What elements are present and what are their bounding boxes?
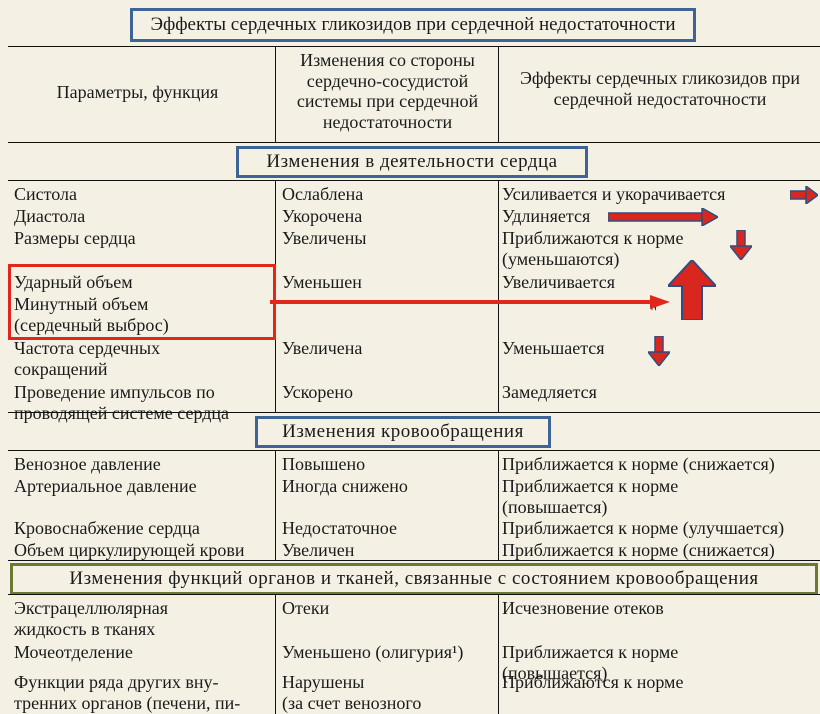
row7-param: Проведение импульсов по проводящей систе… xyxy=(14,382,272,423)
row6-param: Частота сердечных сокращений xyxy=(14,338,272,379)
vline-s2-1 xyxy=(275,450,276,560)
section1-title: Изменения в деятельности сердца xyxy=(266,151,557,172)
rule-sec1-bottom xyxy=(8,412,820,413)
rule-sec2-top xyxy=(8,450,820,451)
row6-effect: Уменьшается xyxy=(502,338,812,359)
row12-param: Экстрацеллюлярная жидкость в тканях xyxy=(14,598,272,639)
row6-mid: Увеличена xyxy=(282,338,492,359)
row4-effect: Увеличивается xyxy=(502,272,812,293)
header-col2: Изменения со стороны сердечно-сосудистой… xyxy=(275,50,500,133)
row8-effect: Приближается к норме (снижается) xyxy=(502,454,812,475)
row2-param: Диастола xyxy=(14,206,272,227)
rule-under-headers xyxy=(8,142,820,143)
section2-title: Изменения кровообращения xyxy=(282,421,524,442)
section2-title-box: Изменения кровообращения xyxy=(255,416,551,448)
row14-param: Функции ряда других вну- тренних органов… xyxy=(14,672,272,714)
highlight-box-red xyxy=(8,264,276,340)
row7-effect: Замедляется xyxy=(502,382,812,403)
row13-mid: Уменьшено (олигурия¹) xyxy=(282,642,492,663)
section1-title-box: Изменения в деятельности сердца xyxy=(236,146,588,178)
rule-sec2-bottom xyxy=(8,560,820,561)
row10-effect: Приближается к норме (улучшается) xyxy=(502,518,812,539)
row11-param: Объем циркулирующей крови xyxy=(14,540,272,561)
row14-effect: Приближаются к норме xyxy=(502,672,812,693)
page-title: Эффекты сердечных гликозидов при сердечн… xyxy=(150,14,675,35)
row9-effect: Приближается к норме (повышается) xyxy=(502,476,812,517)
header-col3: Эффекты сердечных гликозидов при сердечн… xyxy=(500,68,820,109)
row1-param: Систола xyxy=(14,184,272,205)
row10-param: Кровоснабжение сердца xyxy=(14,518,272,539)
section3-title: Изменения функций органов и тканей, связ… xyxy=(69,568,758,589)
row13-param: Мочеотделение xyxy=(14,642,272,663)
rule-top xyxy=(8,46,820,47)
row1-mid: Ослаблена xyxy=(282,184,492,205)
page-title-box: Эффекты сердечных гликозидов при сердечн… xyxy=(130,8,696,42)
vline-header-2 xyxy=(498,46,499,142)
section3-title-box: Изменения функций органов и тканей, связ… xyxy=(10,563,818,595)
row5-effect: " xyxy=(650,302,690,323)
row3-effect: Приближаются к норме (уменьшаются) xyxy=(502,228,812,269)
row2-effect: Удлиняется xyxy=(502,206,812,227)
row14-mid: Нарушены (за счет венозного застоя) xyxy=(282,672,492,714)
row10-mid: Недостаточное xyxy=(282,518,492,539)
page: Эффекты сердечных гликозидов при сердечн… xyxy=(0,0,820,714)
header-col1: Параметры, функция xyxy=(0,82,275,103)
vline-s3-2 xyxy=(498,594,499,714)
row12-mid: Отеки xyxy=(282,598,492,619)
row1-effect: Усиливается и укорачивается xyxy=(502,184,812,205)
row11-mid: Увеличен xyxy=(282,540,492,561)
row12-effect: Исчезновение отеков xyxy=(502,598,812,619)
row4-mid: Уменьшен xyxy=(282,272,492,293)
row9-mid: Иногда снижено xyxy=(282,476,492,497)
rule-sec1-top xyxy=(8,180,820,181)
row9-param: Артериальное давление xyxy=(14,476,272,497)
row11-effect: Приближается к норме (снижается) xyxy=(502,540,812,561)
vline-s2-2 xyxy=(498,450,499,560)
row3-param: Размеры сердца xyxy=(14,228,272,249)
vline-s1-2 xyxy=(498,180,499,412)
row8-mid: Повышено xyxy=(282,454,492,475)
row2-mid: Укорочена xyxy=(282,206,492,227)
row8-param: Венозное давление xyxy=(14,454,272,475)
rule-sec3-top xyxy=(8,594,820,595)
arrow-connector-icon xyxy=(270,292,670,312)
vline-header-1 xyxy=(275,46,276,142)
row3-mid: Увеличены xyxy=(282,228,492,249)
row7-mid: Ускорено xyxy=(282,382,492,403)
vline-s3-1 xyxy=(275,594,276,714)
